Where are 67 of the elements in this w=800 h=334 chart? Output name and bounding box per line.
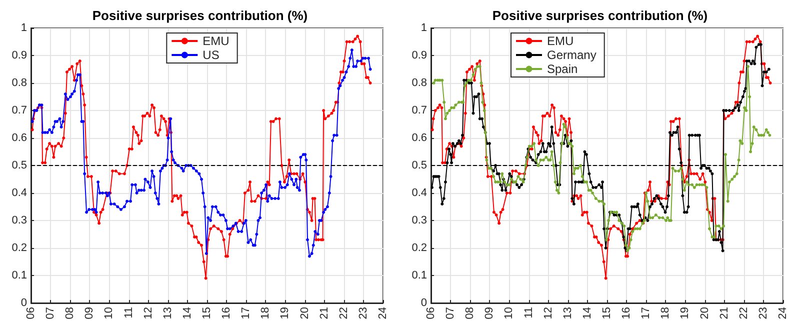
- y-tick-label: 0.8: [12, 77, 27, 89]
- x-tick-label: 24: [377, 307, 389, 320]
- x-tick-label: 19: [279, 307, 292, 320]
- x-tick-label: 13: [562, 307, 574, 320]
- y-tick-label: 0.9: [12, 50, 27, 62]
- chart-title: Positive surprises contribution (%): [92, 8, 308, 23]
- chart-title: Positive surprises contribution (%): [492, 8, 708, 23]
- y-tick-label: 0.2: [12, 242, 27, 254]
- x-tick-label: 14: [181, 307, 194, 320]
- x-tick-label: 06: [25, 307, 37, 320]
- x-tick-label: 17: [240, 307, 252, 320]
- x-tick-label: 23: [757, 307, 770, 320]
- y-tick-label: 0.2: [412, 242, 427, 254]
- y-tick-label: 0: [20, 297, 27, 309]
- x-tick-label: 22: [338, 307, 350, 320]
- x-tick-label: 10: [503, 307, 516, 320]
- x-tick-label: 16: [620, 307, 633, 320]
- y-tick-label: 0.1: [12, 270, 27, 282]
- y-tick-label: 0.3: [412, 214, 427, 226]
- y-tick-label: 0.6: [412, 132, 427, 144]
- x-tick-label: 09: [84, 307, 96, 320]
- x-tick-label: 15: [201, 307, 213, 320]
- y-tick-label: 0.4: [412, 187, 427, 199]
- x-tick-label: 12: [142, 307, 154, 320]
- x-tick-label: 22: [738, 307, 750, 320]
- y-tick-label: 0.8: [412, 77, 427, 89]
- x-tick-label: 08: [64, 307, 76, 320]
- legend-label: EMU: [202, 34, 230, 48]
- x-tick-label: 11: [522, 307, 535, 318]
- x-tick-label: 07: [444, 307, 457, 320]
- y-tick-label: 0.7: [412, 104, 427, 116]
- y-tick-label: 0.9: [412, 50, 427, 62]
- x-tick-label: 17: [640, 307, 652, 320]
- y-tick-label: 0.5: [12, 160, 27, 172]
- y-tick-label: 0.6: [12, 132, 27, 144]
- x-tick-label: 08: [464, 307, 476, 320]
- x-tick-label: 11: [122, 307, 135, 318]
- x-tick-label: 12: [542, 307, 554, 320]
- x-tick-label: 19: [679, 307, 692, 320]
- x-tick-label: 06: [425, 307, 437, 320]
- y-tick-label: 0.7: [12, 104, 27, 116]
- legend-label: Germany: [547, 48, 596, 62]
- x-tick-label: 18: [660, 307, 672, 320]
- legend-label: Spain: [547, 62, 578, 76]
- y-tick-label: 0.5: [412, 160, 427, 172]
- x-tick-label: 24: [777, 307, 789, 320]
- y-tick-label: 0: [420, 297, 427, 309]
- x-tick-label: 20: [298, 307, 311, 320]
- x-tick-label: 13: [162, 307, 174, 320]
- x-tick-label: 23: [357, 307, 370, 320]
- x-tick-label: 21: [718, 307, 730, 320]
- x-tick-label: 16: [220, 307, 233, 320]
- y-tick-label: 1: [420, 22, 427, 34]
- x-tick-label: 15: [601, 307, 613, 320]
- y-tick-label: 0.1: [412, 270, 427, 282]
- y-tick-label: 0.4: [12, 187, 27, 199]
- x-tick-label: 20: [698, 307, 711, 320]
- x-tick-label: 18: [260, 307, 272, 320]
- legend-label: US: [202, 48, 220, 62]
- x-tick-label: 10: [103, 307, 116, 320]
- x-tick-label: 09: [484, 307, 496, 320]
- legend-label: EMU: [547, 34, 574, 48]
- x-tick-label: 14: [581, 307, 594, 320]
- y-tick-label: 1: [20, 22, 27, 34]
- x-tick-label: 21: [318, 307, 330, 320]
- y-tick-label: 0.3: [12, 214, 27, 226]
- x-tick-label: 07: [44, 307, 57, 320]
